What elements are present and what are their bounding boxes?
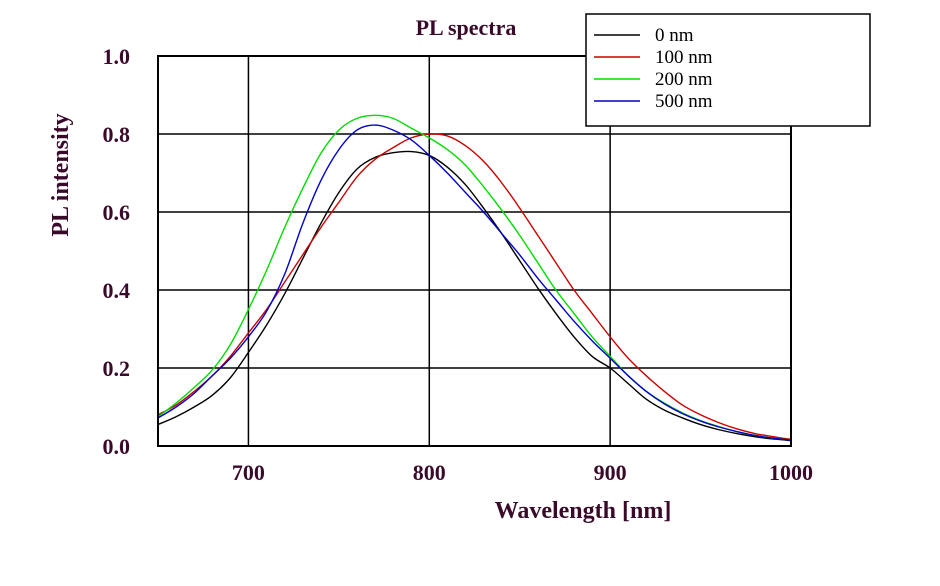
series-line-0 xyxy=(157,150,792,442)
legend-label-2: 200 nm xyxy=(655,69,713,90)
y-tick-label: 0.6 xyxy=(103,200,131,225)
y-tick-label: 0.2 xyxy=(103,356,131,381)
x-tick-label: 900 xyxy=(594,460,627,485)
y-axis-title: PL intensity xyxy=(48,113,74,236)
tick-labels: 700 800 900 1000 0.0 0.2 0.4 0.6 0.8 1.0 xyxy=(103,44,814,485)
series-line-3 xyxy=(157,124,792,441)
legend-label-3: 500 nm xyxy=(655,91,713,112)
x-tick-label: 1000 xyxy=(769,460,813,485)
legend-box xyxy=(585,13,871,127)
series-line-1 xyxy=(157,133,792,441)
x-tick-label: 700 xyxy=(232,460,265,485)
legend-label-1: 100 nm xyxy=(655,47,713,68)
legend-label-0: 0 nm xyxy=(655,25,694,46)
y-tick-label: 0.8 xyxy=(103,122,131,147)
y-tick-label: 0.4 xyxy=(103,278,131,303)
y-tick-label: 0.0 xyxy=(103,434,131,459)
plot-frame xyxy=(157,55,792,447)
y-tick-label: 1.0 xyxy=(103,44,131,69)
chart-title: PL spectra xyxy=(416,15,517,40)
series-line-2 xyxy=(157,114,792,441)
x-axis-title: Wavelength [nm] xyxy=(495,498,672,524)
x-tick-label: 800 xyxy=(413,460,446,485)
series-lines xyxy=(157,114,792,442)
